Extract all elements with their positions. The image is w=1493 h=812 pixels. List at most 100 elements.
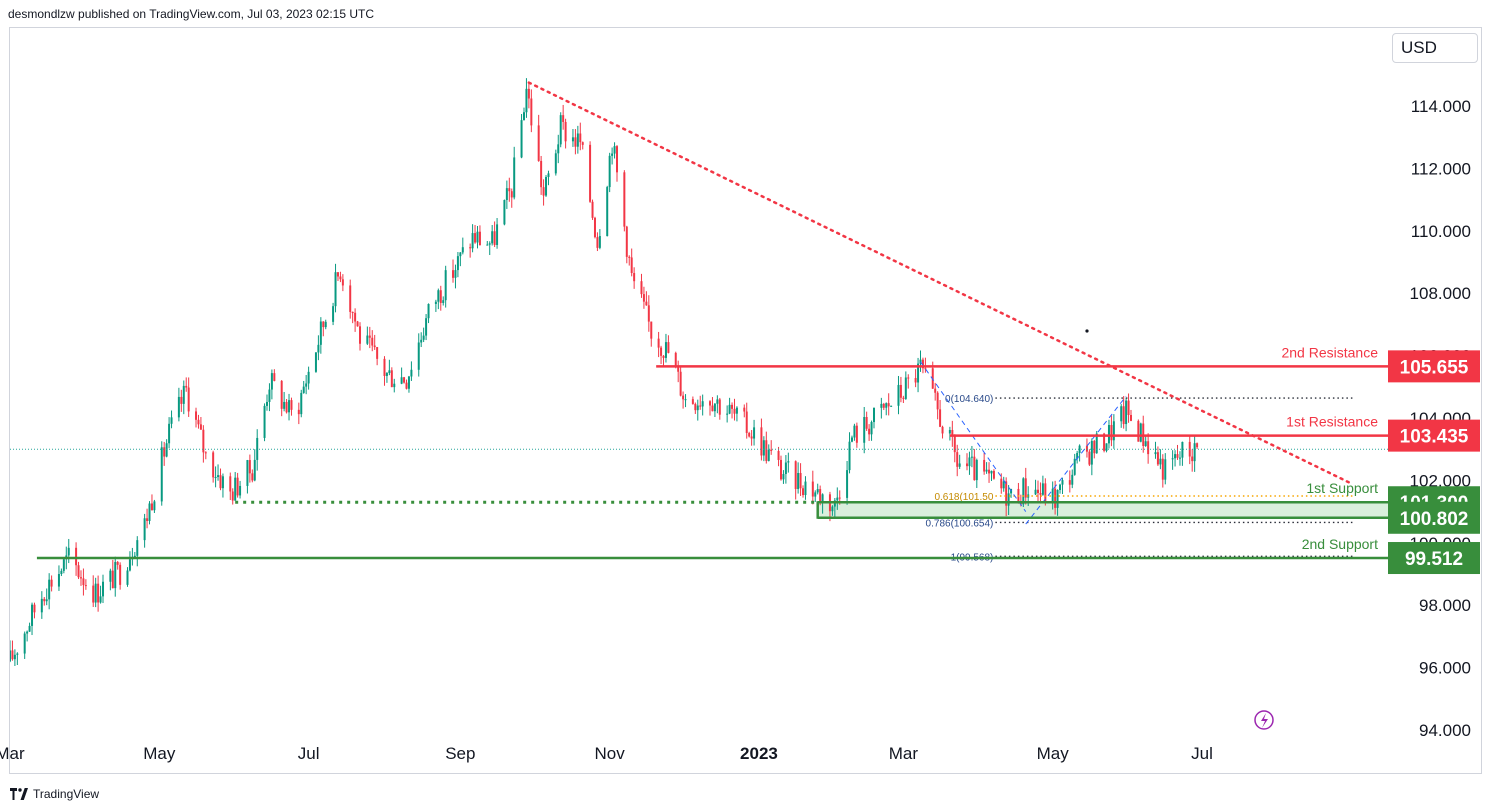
candle-268[interactable] [924, 368, 927, 370]
candle-136[interactable] [474, 233, 477, 243]
candle-129[interactable] [452, 270, 455, 278]
candle-318[interactable] [1095, 433, 1098, 454]
candle-82[interactable] [288, 400, 291, 413]
candle-92[interactable] [322, 321, 325, 328]
candle-41[interactable] [148, 503, 151, 521]
candle-151[interactable] [525, 88, 528, 113]
candle-278[interactable] [958, 463, 961, 467]
candle-281[interactable] [970, 456, 973, 458]
candle-327[interactable] [1127, 400, 1130, 415]
candle-40[interactable] [146, 518, 149, 521]
candle-147[interactable] [510, 191, 513, 198]
candle-191[interactable] [662, 355, 665, 358]
candle-28[interactable] [102, 581, 105, 597]
candle-122[interactable] [425, 318, 428, 336]
candle-88[interactable] [307, 371, 310, 384]
candle-287[interactable] [990, 470, 993, 474]
candle-297[interactable] [1024, 478, 1027, 498]
candle-166[interactable] [576, 133, 579, 147]
candle-135[interactable] [471, 233, 474, 249]
candle-55[interactable] [197, 419, 200, 425]
candle-69[interactable] [246, 460, 249, 486]
candle-261[interactable] [902, 397, 905, 399]
candle-119[interactable] [417, 342, 420, 370]
candle-280[interactable] [968, 457, 971, 467]
candle-228[interactable] [787, 461, 790, 463]
candle-60[interactable] [214, 477, 217, 479]
candle-275[interactable] [951, 429, 954, 436]
candle-65[interactable] [231, 491, 234, 501]
candle-170[interactable] [591, 201, 594, 218]
candle-226[interactable] [782, 474, 785, 480]
candle-64[interactable] [229, 476, 232, 492]
candle-247[interactable] [853, 425, 856, 438]
candle-216[interactable] [748, 432, 751, 437]
candle-175[interactable] [608, 155, 611, 188]
candle-106[interactable] [371, 337, 374, 346]
candle-90[interactable] [317, 344, 320, 353]
candle-310[interactable] [1071, 474, 1074, 485]
candle-241[interactable] [833, 500, 836, 507]
candle-89[interactable] [314, 352, 317, 372]
candle-212[interactable] [733, 408, 736, 414]
candle-87[interactable] [305, 383, 308, 387]
candle-153[interactable] [530, 98, 533, 126]
candle-21[interactable] [79, 577, 82, 579]
candle-128[interactable] [444, 270, 447, 301]
candle-97[interactable] [339, 276, 342, 280]
candle-120[interactable] [420, 339, 423, 343]
candle-236[interactable] [816, 489, 819, 493]
candle-134[interactable] [469, 247, 472, 249]
candle-20[interactable] [77, 565, 80, 578]
candle-63[interactable] [221, 476, 224, 489]
candle-274[interactable] [948, 429, 951, 434]
candle-184[interactable] [640, 281, 643, 295]
candle-116[interactable] [405, 382, 408, 389]
candle-18[interactable] [67, 547, 70, 556]
candle-66[interactable] [234, 477, 237, 501]
candle-111[interactable] [388, 370, 391, 374]
candle-47[interactable] [168, 423, 171, 444]
candle-137[interactable] [476, 231, 479, 243]
candle-30[interactable] [111, 570, 114, 589]
candle-68[interactable] [239, 485, 242, 496]
candle-301[interactable] [1039, 493, 1042, 495]
candle-234[interactable] [811, 481, 814, 497]
candle-76[interactable] [268, 389, 271, 402]
candle-174[interactable] [606, 187, 609, 237]
candle-103[interactable] [359, 326, 362, 344]
candle-80[interactable] [283, 401, 286, 409]
candle-56[interactable] [199, 424, 202, 430]
candle-8[interactable] [33, 604, 36, 613]
currency-button[interactable]: USD [1392, 33, 1478, 63]
candle-31[interactable] [114, 562, 117, 589]
candle-33[interactable] [119, 564, 122, 585]
candle-233[interactable] [804, 481, 807, 496]
candle-237[interactable] [819, 489, 822, 503]
candle-24[interactable] [92, 585, 95, 603]
candle-283[interactable] [975, 459, 978, 481]
candle-201[interactable] [696, 405, 699, 411]
candle-131[interactable] [456, 256, 459, 271]
candle-32[interactable] [116, 562, 119, 565]
candle-200[interactable] [694, 403, 697, 411]
candle-114[interactable] [400, 377, 403, 384]
candle-312[interactable] [1076, 452, 1079, 459]
candle-72[interactable] [253, 459, 256, 481]
candle-202[interactable] [699, 405, 702, 407]
candle-324[interactable] [1120, 406, 1123, 422]
candle-38[interactable] [136, 540, 139, 556]
candle-276[interactable] [953, 435, 956, 453]
candle-71[interactable] [251, 473, 254, 481]
candle-188[interactable] [650, 321, 653, 339]
candle-133[interactable] [461, 247, 464, 253]
candle-13[interactable] [50, 579, 53, 587]
candle-79[interactable] [280, 380, 283, 409]
candle-141[interactable] [491, 231, 494, 244]
candle-5[interactable] [26, 631, 29, 634]
candle-85[interactable] [300, 392, 303, 415]
candle-307[interactable] [1059, 484, 1062, 490]
candle-303[interactable] [1044, 483, 1047, 504]
candle-346[interactable] [1193, 443, 1196, 462]
